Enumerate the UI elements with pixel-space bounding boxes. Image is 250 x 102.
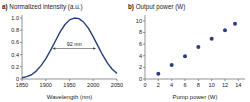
x-tick [198, 79, 199, 81]
annotation-text: 92 nm [67, 41, 82, 47]
y-tick-label: 4 [139, 53, 142, 59]
title-text: Output power (W) [134, 3, 185, 11]
x-tick-label: 2 [157, 82, 160, 88]
x-tick-label: 2000 [87, 82, 99, 88]
point [170, 63, 174, 67]
y-tick [143, 44, 145, 45]
annotation-arrow [54, 48, 94, 49]
x-tick [211, 79, 212, 81]
plot-area [156, 22, 237, 76]
point [196, 45, 200, 49]
x-tick [117, 79, 118, 81]
x-tick-label: 14 [235, 82, 241, 88]
x-tick-label: 0 [143, 82, 146, 88]
x-tick-label: 1950 [63, 82, 75, 88]
y-tick-label: 2 [139, 64, 142, 70]
panel-1: b) Output power (W) 0 2 4 6 8 10 12 14 0 2 4 6 8 10 Pum… [128, 3, 245, 100]
y-tick [143, 79, 145, 80]
y-tick-label: 0.8 [11, 27, 19, 33]
y-tick-label: 1.0 [11, 15, 19, 21]
y-tick [20, 54, 22, 55]
line [22, 18, 117, 78]
x-tick-label: 10 [209, 82, 215, 88]
point [223, 28, 227, 32]
point [210, 37, 214, 41]
y-tick [20, 66, 22, 67]
x-tick [93, 79, 94, 81]
y-tick-label: 8 [139, 29, 142, 35]
point [183, 54, 187, 58]
y-tick [143, 32, 145, 33]
x-tick-label: 1900 [40, 82, 52, 88]
y-tick [20, 42, 22, 43]
x-tick [45, 79, 46, 81]
y-axis [145, 15, 146, 79]
x-tick [185, 79, 186, 81]
y-tick-label: 0 [139, 76, 142, 82]
x-tick [69, 79, 70, 81]
title-text: Normalized intensity (a.u.) [8, 3, 83, 11]
title: b) Output power (W) [128, 3, 185, 11]
y-tick [143, 55, 145, 56]
arrow-head [52, 47, 55, 50]
x-tick-label: 2050 [111, 82, 123, 88]
point [233, 22, 237, 26]
x-tick-label: 4 [170, 82, 173, 88]
x-tick [158, 79, 159, 81]
arrow-head [93, 47, 96, 50]
y-tick [20, 18, 22, 19]
y-tick [143, 20, 145, 21]
y-tick [20, 79, 22, 80]
panel-0: a) Normalized intensity (a.u.) 1850 1900 19… [2, 3, 123, 100]
x-axis-label: Pump power (W) [172, 94, 217, 100]
y-tick-label: 0 [16, 76, 19, 82]
x-tick-label: 8 [197, 82, 200, 88]
y-tick-label: 0.4 [11, 52, 19, 58]
x-tick [225, 79, 226, 81]
x-tick-label: 12 [222, 82, 228, 88]
plot-area [22, 18, 117, 78]
point [156, 72, 160, 76]
x-tick [238, 79, 239, 81]
x-tick-label: 1850 [16, 82, 28, 88]
y-tick [143, 67, 145, 68]
y-tick-label: 10 [136, 18, 142, 24]
figure: a) Normalized intensity (a.u.) 1850 1900 19… [0, 0, 250, 102]
x-axis [145, 79, 245, 80]
x-axis-label: Wavelength (nm) [47, 94, 92, 100]
y-axis [22, 15, 23, 79]
y-tick-label: 0.6 [11, 39, 19, 45]
y-tick [20, 30, 22, 31]
title: a) Normalized intensity (a.u.) [2, 3, 83, 11]
x-tick-label: 6 [183, 82, 186, 88]
x-tick [171, 79, 172, 81]
y-tick-label: 6 [139, 41, 142, 47]
y-tick-label: 0.2 [11, 64, 19, 70]
